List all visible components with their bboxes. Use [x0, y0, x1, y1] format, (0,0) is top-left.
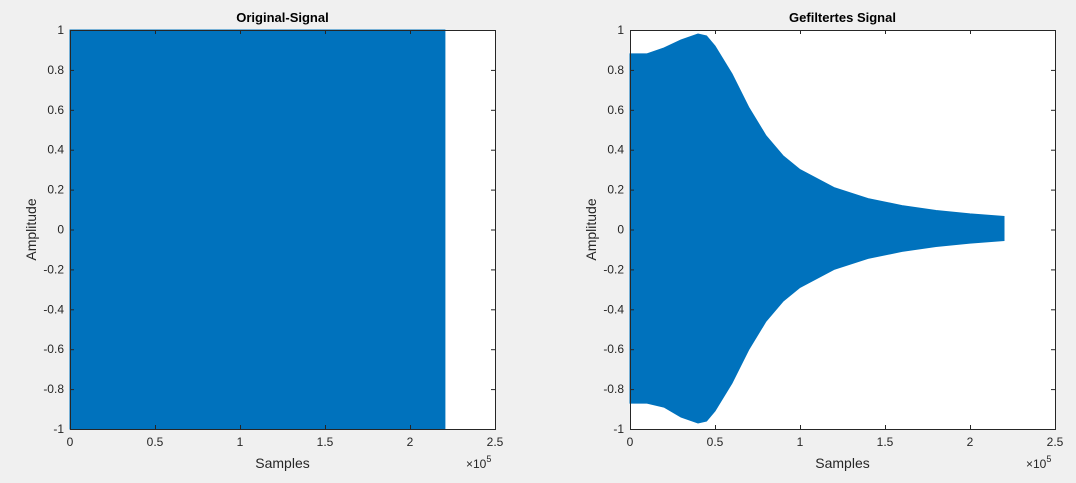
signal-marks — [629, 33, 1005, 424]
y-tick-label: -0.8 — [603, 382, 624, 396]
axes-original-signal: 0 0.5 1 1.5 2 2.5 -1 -0.8 -0.6 -0.4 -0.2 0 0.2 0.4 0.6… — [23, 10, 504, 471]
y-tick-label: 1 — [617, 23, 624, 37]
x-exponent-label: ×105 — [466, 454, 491, 471]
y-tick-label: -1 — [53, 422, 64, 436]
x-tick-label: 0 — [627, 435, 634, 449]
y-axis-label: Amplitude — [23, 198, 39, 260]
y-tick-label: 0.4 — [47, 143, 64, 157]
x-exponent-base: ×10 — [1026, 457, 1047, 471]
y-tick-label: -1 — [613, 422, 624, 436]
tick-group: 0 0.5 1 1.5 2 2.5 -1 -0.8 -0.6 -0.4 -0.2 0 0.2 0.4 0.6… — [43, 23, 503, 449]
y-tick-label: -0.4 — [603, 302, 624, 316]
x-exponent-label: ×105 — [1026, 454, 1051, 471]
x-axis-label: Samples — [255, 455, 309, 471]
x-tick-label: 0.5 — [707, 435, 724, 449]
x-tick-label: 2.5 — [1047, 435, 1064, 449]
axes-filtered-signal: 0 0.5 1 1.5 2 2.5 -1 -0.8 -0.6 -0.4 -0.2 0 0.2 0.4 0.6… — [583, 10, 1064, 471]
y-tick-label: 0.6 — [607, 103, 624, 117]
y-tick-label: -0.6 — [603, 342, 624, 356]
x-tick-label: 0 — [67, 435, 74, 449]
y-tick-label: 0.8 — [47, 63, 64, 77]
x-tick-label: 1 — [237, 435, 244, 449]
y-tick-label: 1 — [57, 23, 64, 37]
y-tick-label: -0.4 — [43, 302, 64, 316]
x-exponent-power: 5 — [486, 454, 491, 464]
x-tick-label: 2 — [407, 435, 414, 449]
y-tick-label: 0.6 — [47, 103, 64, 117]
x-tick-label: 1.5 — [317, 435, 334, 449]
y-tick-label: -0.2 — [43, 262, 64, 276]
x-tick-label: 2.5 — [487, 435, 504, 449]
tick-group: 0 0.5 1 1.5 2 2.5 -1 -0.8 -0.6 -0.4 -0.2 0 0.2 0.4 0.6… — [603, 23, 1063, 449]
x-exponent-power: 5 — [1046, 454, 1051, 464]
x-tick-label: 1.5 — [877, 435, 894, 449]
y-tick-label: -0.6 — [43, 342, 64, 356]
x-exponent-base: ×10 — [466, 457, 487, 471]
signal-marks — [69, 29, 446, 430]
x-tick-label: 1 — [797, 435, 804, 449]
y-tick-label: -0.8 — [43, 382, 64, 396]
y-tick-label: 0 — [617, 223, 624, 237]
y-tick-label: 0.2 — [47, 183, 64, 197]
y-tick-label: 0.2 — [607, 183, 624, 197]
signal-envelope-0 — [629, 33, 1005, 424]
y-tick-label: -0.2 — [603, 262, 624, 276]
y-axis-label: Amplitude — [583, 198, 599, 260]
chart-title: Original-Signal — [236, 10, 328, 25]
x-axis-label: Samples — [815, 455, 869, 471]
x-tick-label: 2 — [967, 435, 974, 449]
y-tick-label: 0.4 — [607, 143, 624, 157]
signal-envelope-0 — [69, 29, 446, 430]
y-tick-label: 0.8 — [607, 63, 624, 77]
x-tick-label: 0.5 — [147, 435, 164, 449]
y-tick-label: 0 — [57, 223, 64, 237]
chart-title: Gefiltertes Signal — [789, 10, 896, 25]
